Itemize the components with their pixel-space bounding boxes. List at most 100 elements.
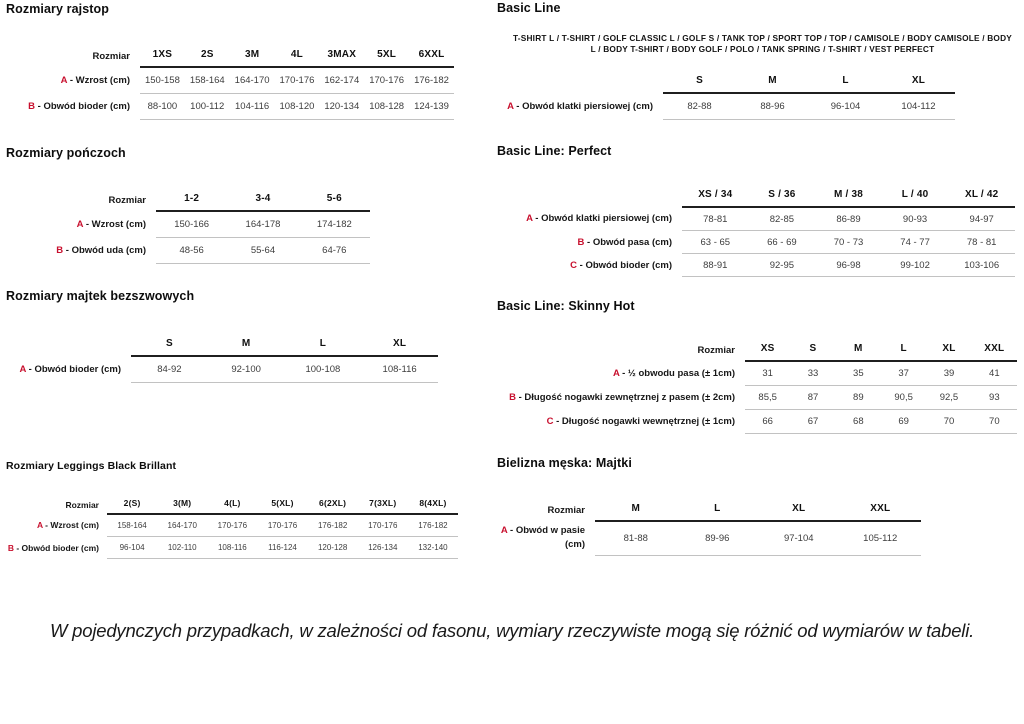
table-row: C - Obwód bioder (cm) 88-91 92-95 96-98 99-1… xyxy=(497,253,1015,277)
row-label-text: - ½ obwodu pasa (± 1cm) xyxy=(622,367,735,379)
value-cell: 82-85 xyxy=(748,207,816,231)
value-cell: 70 xyxy=(971,409,1017,434)
table-row: B - Obwód bioder (cm) 88-100 100-112 104-11… xyxy=(28,93,454,120)
column-header: S / 36 xyxy=(748,186,816,208)
value-cell: 64-76 xyxy=(298,237,370,264)
table-row: A - Obwód klatki piersiowej (cm) 82-88 88-… xyxy=(505,93,955,121)
column-header: XL / 42 xyxy=(948,186,1015,208)
value-cell: 92-100 xyxy=(207,356,285,383)
corner-label xyxy=(497,186,682,207)
column-header: 6(2XL) xyxy=(307,496,358,515)
size-table: Rozmiar XS S M L XL XXL A - ½ obwodu pasa (± 1c… xyxy=(497,340,1017,434)
corner-label: Rozmiar xyxy=(108,195,146,206)
header-row: S M L XL xyxy=(6,335,438,357)
row-letter: A xyxy=(612,367,620,379)
value-cell: 94-97 xyxy=(948,207,1015,231)
header-row: Rozmiar 1-2 3-4 5-6 xyxy=(28,190,370,212)
row-label: B - Obwód bioder (cm) xyxy=(6,537,107,559)
row-letter: A xyxy=(76,218,84,230)
value-cell: 120-134 xyxy=(319,93,365,120)
column-header: S xyxy=(790,340,836,362)
value-cell: 35 xyxy=(835,361,881,386)
row-label-text: - Obwód pasa (cm) xyxy=(587,236,672,248)
row-label: A - Obwód w pasie (cm) xyxy=(497,521,595,556)
value-cell: 87 xyxy=(790,385,836,410)
table-row: B - Długość nogawki zewnętrznej z pasem … xyxy=(497,385,1017,410)
section-ponczoch: Rozmiary pończoch Rozmiar 1-2 3-4 5-6 A - Wz… xyxy=(6,146,370,264)
row-letter: C xyxy=(570,259,577,271)
value-cell: 82-88 xyxy=(663,93,736,121)
section-title: Rozmiary majtek bezszwowych xyxy=(6,289,195,303)
row-letter: A xyxy=(19,363,26,375)
value-cell: 85,5 xyxy=(745,385,791,410)
row-label: B - Obwód bioder (cm) xyxy=(28,94,140,120)
section-title: Rozmiary pończoch xyxy=(6,146,126,160)
value-cell: 120-128 xyxy=(307,536,358,559)
row-letter: B xyxy=(577,236,585,248)
row-label-text: - Obwód bioder (cm) xyxy=(28,363,121,375)
value-cell: 176-182 xyxy=(409,67,454,94)
value-cell: 89 xyxy=(835,385,881,410)
value-cell: 90-93 xyxy=(881,207,949,231)
value-cell: 31 xyxy=(745,361,791,386)
table-row: A - Obwód bioder (cm) 84-92 92-100 100-108 1… xyxy=(6,356,438,383)
row-letter: B xyxy=(56,245,64,256)
column-header: 6XXL xyxy=(409,46,454,68)
value-cell: 88-91 xyxy=(682,253,749,277)
product-list-subtitle: T-SHIRT L / T-SHIRT / GOLF CLASSIC L / G… xyxy=(512,33,1013,55)
row-letter: A xyxy=(526,213,533,225)
value-cell: 100-112 xyxy=(184,93,230,120)
row-label: A - Obwód bioder (cm) xyxy=(6,356,131,383)
value-cell: 89-96 xyxy=(676,521,758,556)
row-label: B - Obwód uda (cm) xyxy=(28,238,156,264)
row-label: B - Obwód pasa (cm) xyxy=(497,231,682,254)
value-cell: 104-116 xyxy=(229,93,275,120)
header-row: Rozmiar M L XL XXL xyxy=(497,500,921,522)
value-cell: 103-106 xyxy=(948,253,1015,277)
row-label: B - Długość nogawki zewnętrznej z pasem … xyxy=(497,386,745,410)
value-cell: 92-95 xyxy=(748,253,816,277)
column-header: L xyxy=(676,500,758,522)
corner-label xyxy=(505,72,663,93)
row-label-text: - Długość nogawki wewnętrznej (± 1cm) xyxy=(556,416,735,427)
value-cell: 132-140 xyxy=(407,536,458,559)
table-row: B - Obwód uda (cm) 48-56 55-64 64-76 xyxy=(28,237,370,264)
value-cell: 66 xyxy=(745,409,791,434)
section-basic-line: Basic Line T-SHIRT L / T-SHIRT / GOLF CL… xyxy=(497,1,1020,121)
row-letter: A xyxy=(60,74,68,86)
value-cell: 88-100 xyxy=(140,93,185,120)
size-table: S M L XL A - Obwód bioder (cm) 84-92 92-100 100… xyxy=(6,335,438,383)
row-label-text: - Wzrost (cm) xyxy=(85,218,146,230)
value-cell: 170-176 xyxy=(257,514,308,537)
table-row: A - Wzrost (cm) 150-166 164-178 174-182 xyxy=(28,211,370,238)
row-letter: B xyxy=(28,101,35,112)
section-title: Rozmiary rajstop xyxy=(6,2,110,16)
value-cell: 158-164 xyxy=(107,514,158,537)
column-header: L / 40 xyxy=(881,186,949,208)
value-cell: 69 xyxy=(880,409,927,434)
row-label: A - Obwód klatki piersiowej (cm) xyxy=(505,93,663,120)
value-cell: 108-120 xyxy=(274,93,320,120)
column-header: L xyxy=(809,72,882,95)
row-label: C - Długość nogawki wewnętrznej (± 1cm) xyxy=(497,410,745,434)
column-header: S xyxy=(663,72,736,95)
section-rajstop: Rozmiary rajstop Rozmiar 1XS 2S 3M 4L 3MAX 5XL… xyxy=(6,2,454,120)
value-cell: 66 - 69 xyxy=(748,230,816,254)
table-row: A - Wzrost (cm) 150-158 158-164 164-170 170-… xyxy=(28,67,454,94)
value-cell: 176-182 xyxy=(407,514,458,537)
value-cell: 164-178 xyxy=(227,211,299,238)
value-cell: 88-96 xyxy=(736,93,809,121)
value-cell: 150-166 xyxy=(156,211,228,238)
table-row: A - ½ obwodu pasa (± 1cm) 31 33 35 37 39 41 xyxy=(497,361,1017,386)
header-row: S M L XL xyxy=(505,72,955,95)
table-row: B - Obwód pasa (cm) 63 - 65 66 - 69 70 - 73… xyxy=(497,230,1015,254)
value-cell: 86-89 xyxy=(815,207,882,231)
row-letter: A xyxy=(507,101,514,113)
column-header: 3-4 xyxy=(227,190,299,212)
column-header: 7(3XL) xyxy=(357,496,408,515)
row-letter: B xyxy=(509,392,516,403)
corner-label: Rozmiar xyxy=(547,505,585,516)
table-row: A - Wzrost (cm) 158-164 164-170 170-176 170-… xyxy=(6,514,458,537)
row-label: A - Wzrost (cm) xyxy=(28,67,140,94)
value-cell: 90,5 xyxy=(880,385,927,410)
